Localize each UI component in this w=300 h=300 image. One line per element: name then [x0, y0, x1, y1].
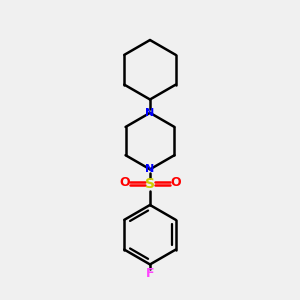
Text: F: F	[146, 267, 154, 280]
Text: N: N	[146, 108, 154, 118]
Text: S: S	[145, 177, 155, 191]
Text: O: O	[170, 176, 181, 189]
Text: O: O	[119, 176, 130, 189]
Text: N: N	[146, 164, 154, 174]
